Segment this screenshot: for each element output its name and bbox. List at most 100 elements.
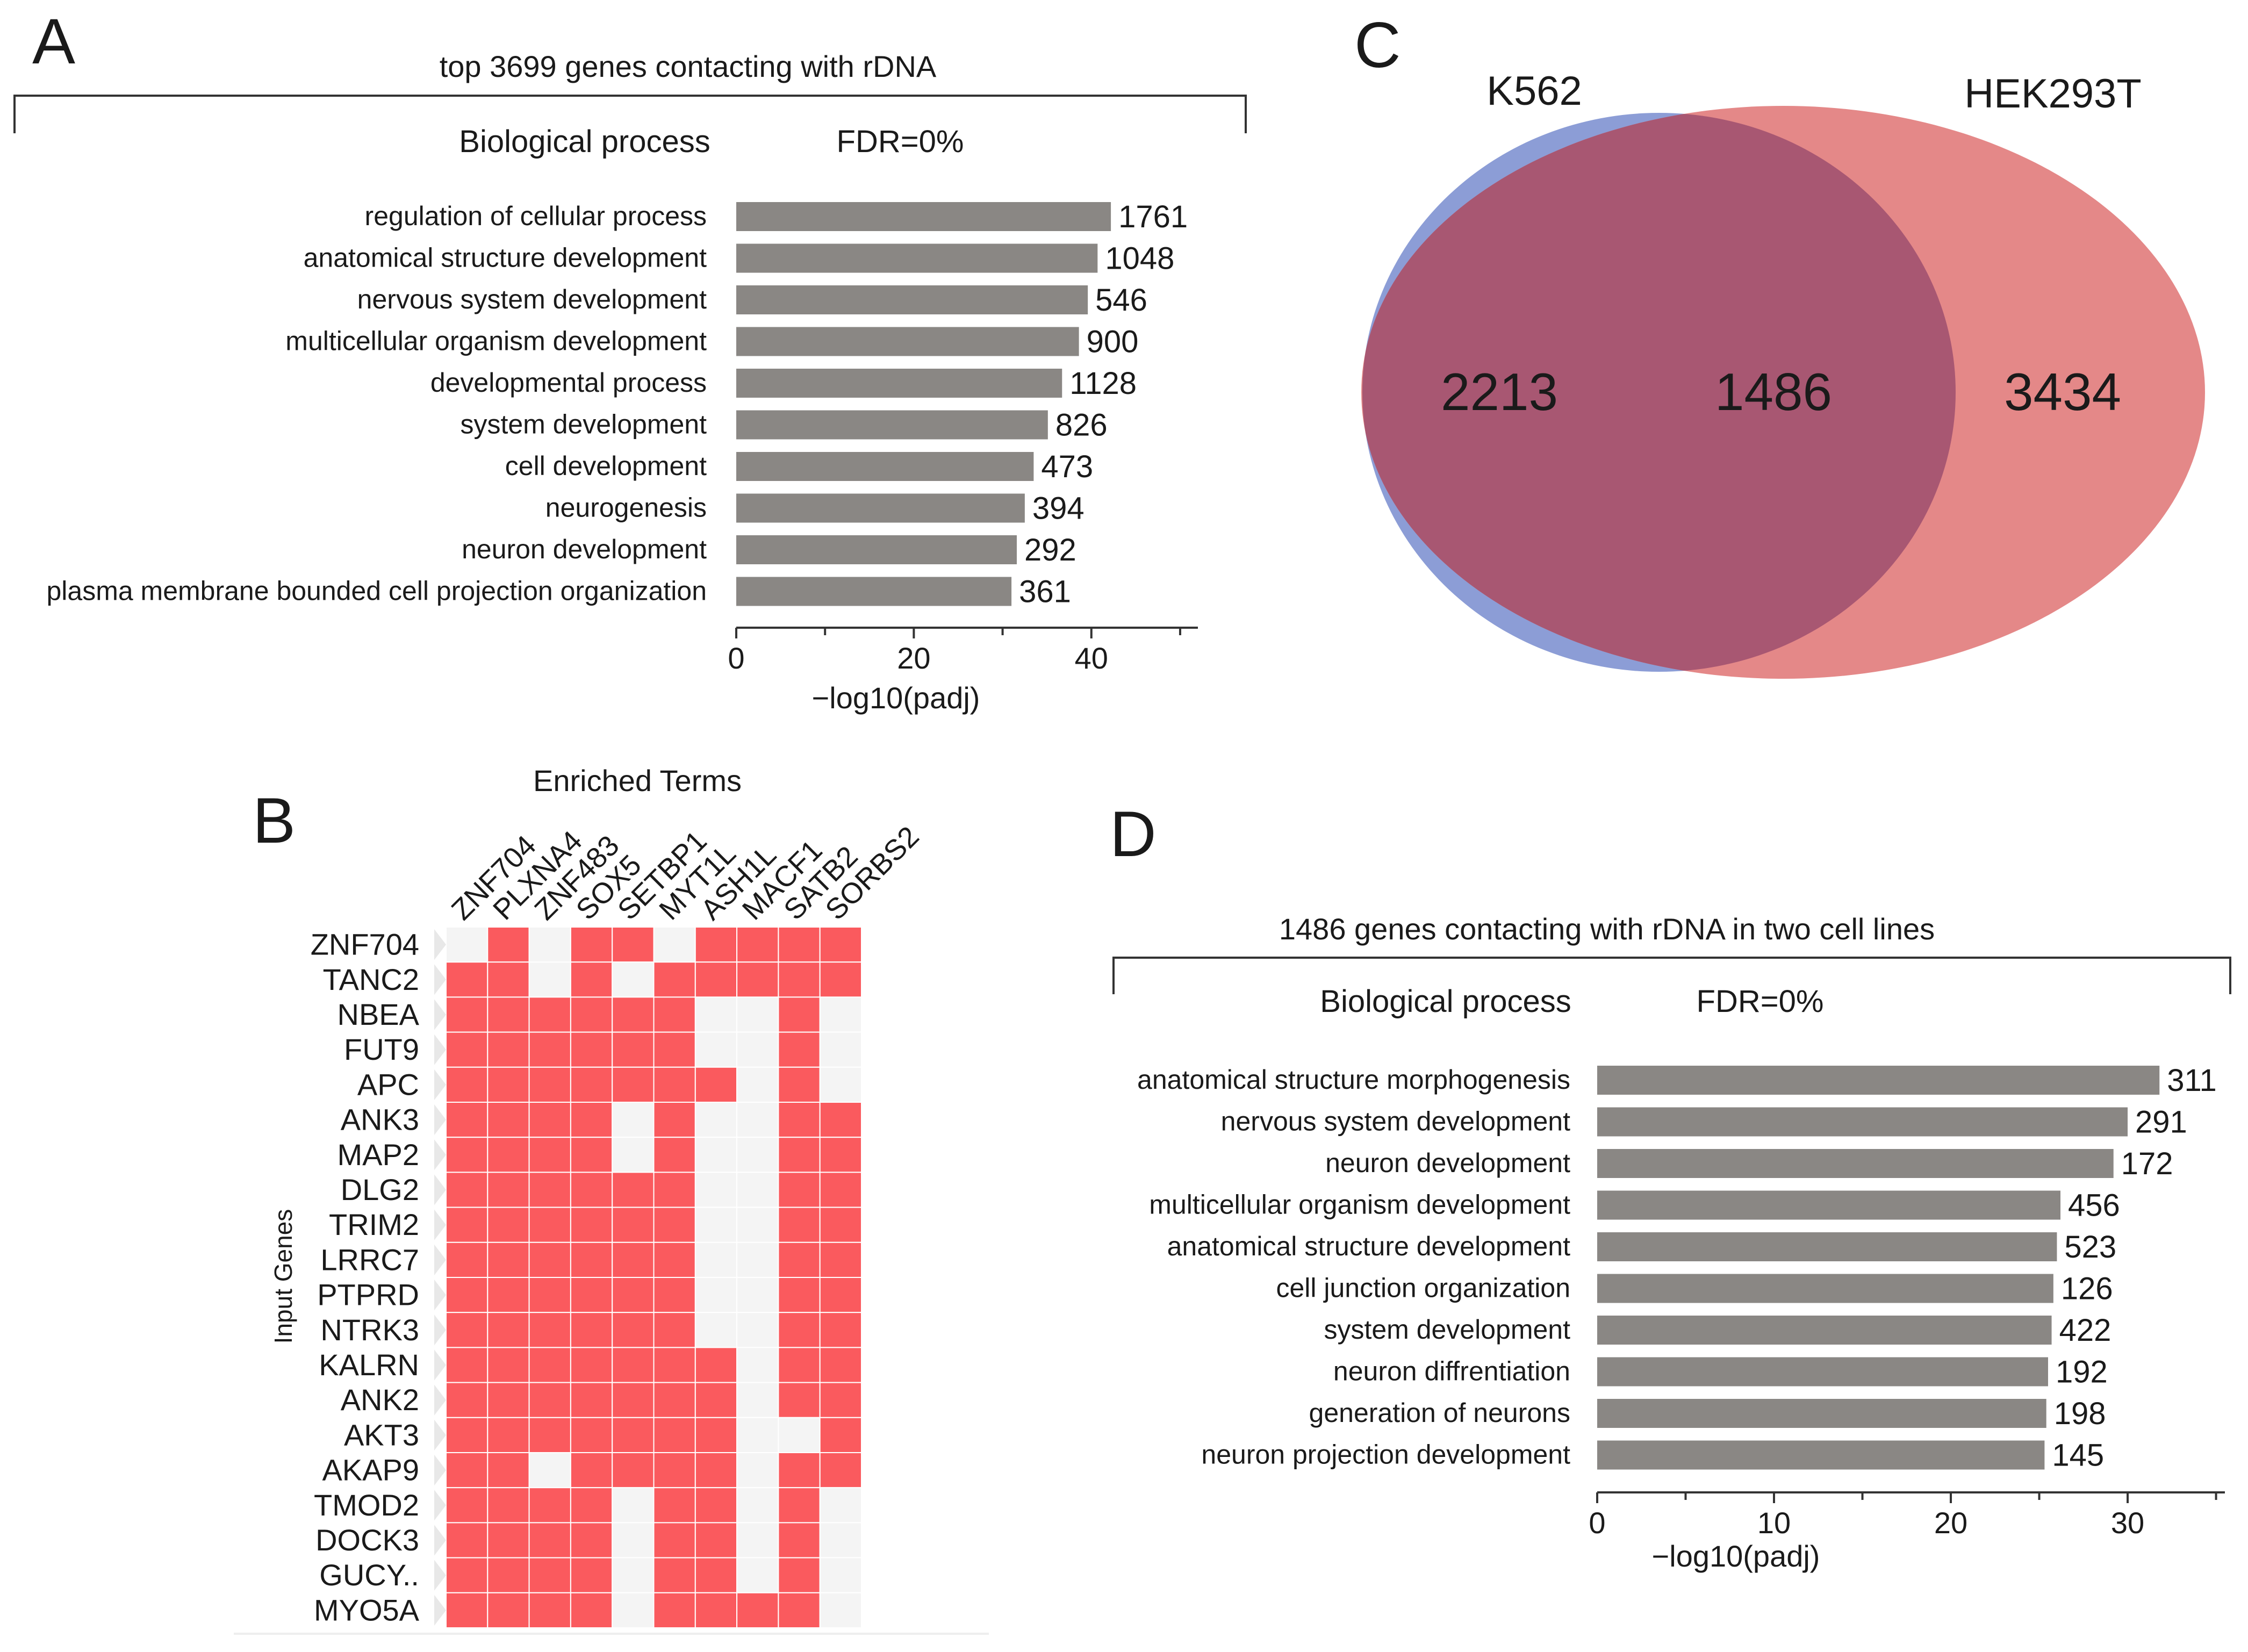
bar-count-label: 361 bbox=[1019, 574, 1071, 609]
heatmap-row-marker bbox=[434, 1315, 446, 1346]
bar-count-label: 1761 bbox=[1118, 199, 1188, 234]
heatmap-row-marker bbox=[434, 1139, 446, 1170]
heatmap-cell bbox=[446, 1382, 489, 1418]
heatmap-cell bbox=[612, 1522, 655, 1558]
heatmap-row-label: AKAP9 bbox=[322, 1453, 419, 1487]
heatmap-cell bbox=[528, 1031, 571, 1068]
heatmap-cell bbox=[694, 926, 738, 963]
heatmap-cell bbox=[694, 1102, 738, 1138]
heatmap-cell bbox=[487, 1137, 530, 1173]
heatmap-cell bbox=[487, 1277, 530, 1313]
venn-label-hek293t: HEK293T bbox=[1964, 71, 2142, 117]
heatmap-cell bbox=[528, 996, 571, 1033]
heatmap-row-marker bbox=[434, 1034, 446, 1065]
bar-count-label: 192 bbox=[2056, 1355, 2108, 1390]
bar-d-8 bbox=[1597, 1399, 2046, 1428]
heatmap-cell bbox=[570, 1031, 613, 1068]
heatmap-cell bbox=[778, 1347, 821, 1383]
heatmap-cell bbox=[653, 1487, 696, 1524]
heatmap-cell bbox=[653, 1241, 696, 1278]
bar-d-4 bbox=[1597, 1232, 2057, 1261]
heatmap-cell bbox=[446, 1066, 489, 1103]
heatmap-cell bbox=[570, 961, 613, 998]
bar-a-0 bbox=[736, 202, 1111, 231]
bar-a-9 bbox=[736, 577, 1012, 606]
heatmap-cell bbox=[528, 1137, 571, 1173]
bar-label: developmental process bbox=[430, 368, 707, 398]
heatmap-cell bbox=[653, 961, 696, 998]
heatmap-cell bbox=[446, 1557, 489, 1593]
heatmap-cell bbox=[570, 1312, 613, 1348]
heatmap-row-marker bbox=[434, 929, 446, 960]
heatmap-cell bbox=[819, 1417, 862, 1454]
bar-d-7 bbox=[1597, 1357, 2048, 1387]
heatmap-cell bbox=[653, 1031, 696, 1068]
heatmap-cell bbox=[819, 1277, 862, 1313]
bar-label: nervous system development bbox=[1221, 1107, 1570, 1137]
heatmap-row-marker bbox=[434, 1560, 446, 1591]
bar-label: system development bbox=[460, 410, 707, 440]
heatmap-cell bbox=[487, 1417, 530, 1454]
heatmap-cell bbox=[528, 1277, 571, 1313]
bar-a-1 bbox=[736, 243, 1098, 273]
heatmap-cell bbox=[528, 1066, 571, 1103]
heatmap-cell bbox=[736, 996, 779, 1033]
heatmap-cell bbox=[612, 926, 655, 963]
heatmap-cell bbox=[570, 1241, 613, 1278]
heatmap-cell bbox=[446, 1452, 489, 1489]
heatmap-cell bbox=[487, 1241, 530, 1278]
heatmap-cell bbox=[528, 1487, 571, 1524]
heatmap-cell bbox=[778, 1102, 821, 1138]
heatmap-cell bbox=[446, 1031, 489, 1068]
heatmap-row-label: NBEA bbox=[337, 997, 420, 1031]
heatmap-cell bbox=[653, 1172, 696, 1208]
heatmap-cell bbox=[570, 996, 613, 1033]
heatmap-cell bbox=[694, 1137, 738, 1173]
heatmap-cell bbox=[570, 1452, 613, 1489]
heatmap-cell bbox=[694, 1487, 738, 1524]
heatmap-row-marker bbox=[434, 1209, 446, 1240]
heatmap-cell bbox=[736, 1417, 779, 1454]
bar-label: neuron projection development bbox=[1201, 1440, 1570, 1470]
heatmap-cell bbox=[446, 1277, 489, 1313]
bar-a-7 bbox=[736, 493, 1025, 523]
bar-count-label: 145 bbox=[2052, 1438, 2104, 1473]
heatmap-cell bbox=[446, 1417, 489, 1454]
heatmap-row-label: GUCY.. bbox=[319, 1558, 419, 1592]
heatmap-cell bbox=[528, 1206, 571, 1243]
heatmap-cell bbox=[570, 1206, 613, 1243]
heatmap-cell bbox=[819, 926, 862, 963]
heatmap-cell bbox=[612, 1102, 655, 1138]
heatmap-cell bbox=[778, 1206, 821, 1243]
heatmap-cell bbox=[736, 1452, 779, 1489]
heatmap-cell bbox=[570, 1522, 613, 1558]
heatmap-row-marker bbox=[434, 1594, 446, 1626]
heatmap-cell bbox=[819, 1066, 862, 1103]
bar-count-label: 546 bbox=[1095, 283, 1147, 318]
heatmap-cell bbox=[487, 1102, 530, 1138]
bar-label: system development bbox=[1324, 1315, 1570, 1345]
heatmap-cell bbox=[778, 1172, 821, 1208]
heatmap-cell bbox=[487, 1382, 530, 1418]
heatmap-cell bbox=[694, 1206, 738, 1243]
bar-label: cell development bbox=[505, 451, 707, 481]
heatmap-cell bbox=[736, 1312, 779, 1348]
heatmap-cell bbox=[819, 1522, 862, 1558]
heatmap-cell bbox=[736, 1347, 779, 1383]
heatmap-cell bbox=[694, 1172, 738, 1208]
heatmap-cell bbox=[778, 1557, 821, 1593]
panel-a-x-axis-label: −log10(padj) bbox=[812, 681, 980, 715]
heatmap-cell bbox=[612, 1382, 655, 1418]
heatmap-cell bbox=[736, 1557, 779, 1593]
heatmap-cell bbox=[736, 1172, 779, 1208]
heatmap-cell bbox=[778, 1417, 821, 1454]
heatmap-cell bbox=[736, 1137, 779, 1173]
heatmap-cell bbox=[778, 1031, 821, 1068]
bar-count-label: 900 bbox=[1087, 325, 1139, 360]
heatmap-cell bbox=[819, 1312, 862, 1348]
bar-label: multicellular organism development bbox=[1149, 1190, 1570, 1220]
heatmap-cell bbox=[694, 1347, 738, 1383]
heatmap-cell bbox=[528, 1522, 571, 1558]
heatmap-cell bbox=[736, 1592, 779, 1629]
heatmap-cell bbox=[612, 1557, 655, 1593]
